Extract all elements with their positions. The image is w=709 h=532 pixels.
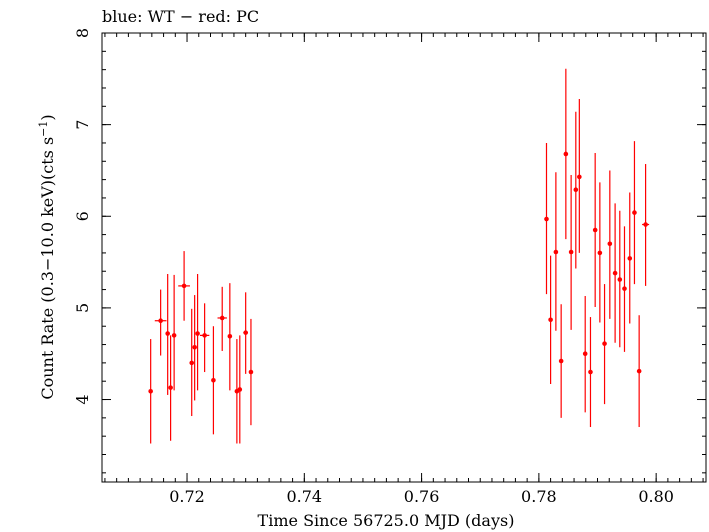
data-point: [237, 335, 243, 444]
point-marker: [168, 385, 173, 390]
data-point: [632, 141, 637, 285]
point-marker: [219, 315, 225, 321]
y-axis-label-close: ): [38, 114, 57, 120]
x-tick-label: 0.74: [286, 487, 322, 506]
point-marker: [171, 333, 177, 338]
point-marker: [243, 330, 248, 335]
x-tick-label: 0.76: [404, 487, 440, 506]
point-marker: [189, 360, 195, 366]
data-point: [592, 153, 598, 307]
point-marker: [558, 358, 564, 364]
data-point: [154, 289, 167, 356]
axis-ticks: [102, 32, 706, 482]
chart-title: blue: WT − red: PC: [102, 7, 259, 26]
data-point: [544, 142, 549, 295]
point-marker: [622, 286, 627, 291]
point-marker: [181, 283, 187, 289]
data-point: [217, 286, 227, 351]
data-point: [195, 273, 200, 391]
data-point: [558, 304, 564, 418]
point-marker: [568, 249, 574, 255]
point-marker: [636, 368, 642, 374]
y-tick-label: 5: [73, 303, 92, 313]
data-point: [211, 326, 216, 435]
x-tick-label: 0.78: [521, 487, 557, 506]
data-point: [165, 273, 170, 395]
data-point: [612, 203, 618, 343]
data-point: [168, 335, 173, 441]
data-point: [597, 182, 603, 323]
point-marker: [158, 318, 163, 324]
data-point: [248, 318, 254, 426]
point-marker: [548, 317, 553, 323]
data-point: [607, 170, 613, 319]
plot-frame: [101, 32, 707, 483]
data-point: [636, 315, 642, 428]
data-point: [563, 68, 569, 240]
point-marker: [248, 369, 254, 375]
data-point: [178, 251, 190, 321]
point-marker: [563, 151, 569, 157]
tick-labels: 0.72 0.74 0.76 0.78 0.80 4 5 6 7 8: [73, 28, 674, 506]
data-point: [602, 284, 607, 405]
point-marker: [577, 174, 582, 180]
data-point: [548, 255, 553, 384]
data-point: [577, 98, 582, 253]
point-marker: [592, 227, 598, 233]
data-point: [627, 192, 633, 324]
data-point: [582, 295, 588, 413]
y-axis-label-main: Count Rate (0.3−10.0 keV)(cts s: [38, 137, 57, 400]
x-tick-label: 0.80: [638, 487, 674, 506]
data-point: [617, 210, 623, 348]
point-marker: [195, 331, 200, 336]
point-marker: [643, 222, 648, 227]
x-tick-label: 0.72: [169, 487, 205, 506]
point-marker: [573, 187, 579, 192]
data-point: [553, 172, 559, 331]
y-tick-label: 4: [73, 394, 92, 404]
data-point: [622, 226, 627, 352]
data-point: [189, 308, 195, 417]
point-marker: [211, 377, 216, 383]
point-marker: [602, 341, 607, 346]
point-marker: [148, 388, 153, 394]
data-points: [148, 68, 650, 444]
point-marker: [237, 387, 243, 392]
y-tick-label: 7: [73, 120, 92, 130]
data-point: [573, 111, 579, 269]
data-point: [243, 292, 249, 374]
data-point: [568, 175, 574, 330]
point-marker: [627, 256, 633, 261]
data-point: [199, 303, 210, 373]
point-marker: [192, 345, 197, 350]
x-axis-label: Time Since 56725.0 MJD (days): [258, 511, 515, 530]
point-marker: [227, 334, 233, 339]
data-point: [171, 274, 177, 391]
point-marker: [607, 241, 613, 247]
point-marker: [597, 250, 603, 256]
point-marker: [617, 277, 623, 282]
data-point: [588, 317, 593, 428]
data-point: [642, 164, 650, 286]
point-marker: [588, 369, 593, 375]
data-point: [227, 283, 233, 391]
y-axis-label-superscript: −1: [37, 121, 50, 137]
y-tick-label: 8: [73, 28, 92, 38]
point-marker: [612, 270, 618, 276]
point-marker: [165, 331, 170, 336]
point-marker: [544, 216, 549, 222]
point-marker: [202, 333, 207, 338]
point-marker: [582, 351, 588, 357]
data-point: [148, 339, 153, 444]
point-marker: [632, 210, 637, 215]
point-marker: [553, 249, 559, 255]
y-axis-label: Count Rate (0.3−10.0 keV)(cts s−1): [37, 114, 57, 399]
data-point: [192, 295, 197, 401]
y-tick-label: 6: [73, 211, 92, 221]
